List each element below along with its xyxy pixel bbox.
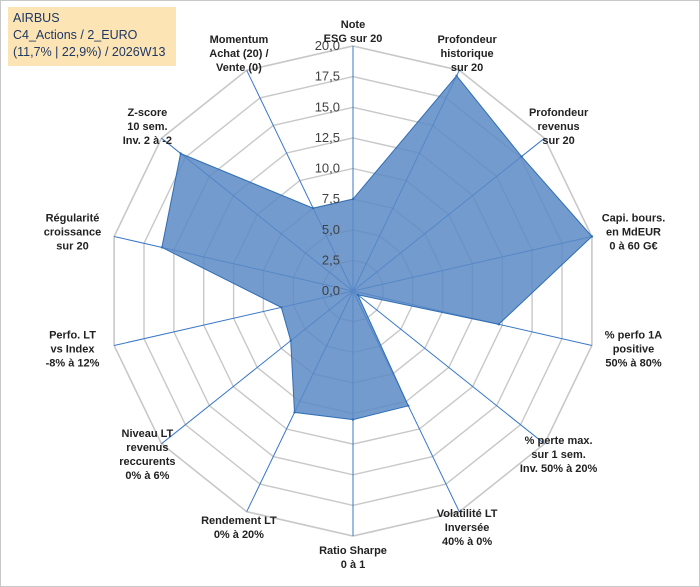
data-point	[311, 207, 315, 210]
tick-label: 7,5	[322, 191, 340, 206]
tick-label: 0,0	[322, 283, 340, 298]
tick-label: 12,5	[315, 130, 340, 145]
title-box: AIRBUS C4_Actions / 2_EURO (11,7% | 22,9…	[8, 7, 176, 66]
axis-label: Perfo. LT vs Index -8% à 12%	[46, 330, 100, 370]
data-point	[160, 246, 164, 249]
data-point	[351, 197, 355, 201]
data-point	[497, 323, 500, 326]
radar-tick-labels: 0,0 2,5 5,0 7,5 10,0 12,5 15,0 17,5 20,0	[315, 38, 340, 298]
data-point	[293, 411, 296, 414]
tick-label: 10,0	[315, 161, 340, 176]
data-point	[407, 404, 410, 407]
axis-label: Niveau LT revenus reccurents 0% à 6%	[119, 428, 175, 482]
tick-label: 2,5	[322, 252, 340, 267]
axis-label: Momentum Achat (20) / Vente (0)	[209, 34, 268, 74]
title-category: C4_Actions / 2_EURO	[13, 28, 138, 42]
axis-label: % perfo 1A positive 50% à 80%	[605, 330, 663, 370]
axis-label: Rendement LT 0% à 20%	[201, 515, 277, 541]
data-point	[455, 74, 458, 78]
tick-label: 5,0	[322, 222, 340, 237]
title-stats: (11,7% | 22,9%) / 2026W13	[13, 45, 166, 59]
data-point	[179, 152, 182, 155]
axis-label: Régularité croissance sur 20	[44, 213, 101, 253]
axis-label: Volatilité LT Inversée 40% à 0%	[437, 508, 498, 548]
data-point	[289, 339, 292, 342]
tick-label: 15,0	[315, 99, 340, 114]
axis-label: Capi. bours. en MdEUR 0 à 60 G€	[602, 213, 666, 253]
radar-series	[160, 74, 594, 421]
data-point	[590, 235, 594, 238]
series-area	[161, 75, 593, 421]
axis-label: % perte max. sur 1 sem. Inv. 50% à 20%	[520, 435, 598, 475]
tick-label: 20,0	[315, 38, 340, 53]
title-company: AIRBUS	[13, 11, 60, 25]
axis-label: Ratio Sharpe 0 à 1	[319, 545, 387, 571]
tick-label: 17,5	[315, 69, 340, 84]
radar-axis-labels: Note ESG sur 20 Profondeur historique sur 20…	[44, 19, 666, 571]
data-point	[351, 418, 355, 421]
axis-label: Profondeur historique sur 20	[437, 34, 497, 74]
axis-spoke	[352, 290, 545, 445]
axis-label: Profondeur revenus sur 20	[529, 107, 589, 147]
data-point	[280, 306, 283, 309]
axis-label: Z-score 10 sem. Inv. 2 à -2	[123, 107, 172, 147]
data-point	[520, 155, 523, 158]
data-point	[356, 293, 359, 296]
axis-label: Note ESG sur 20	[324, 19, 383, 45]
